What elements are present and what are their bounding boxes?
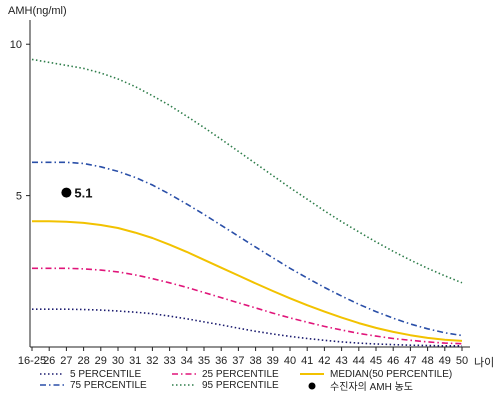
- legend-label-3: 75 PERCENTILE: [70, 380, 147, 391]
- x-tick-label: 50: [456, 355, 468, 367]
- series-line-3: [32, 161, 463, 337]
- x-tick-label: 36: [215, 355, 227, 367]
- y-tick-label: 5: [16, 191, 22, 203]
- x-tick-label: 34: [181, 355, 193, 367]
- x-tick-label: 35: [198, 355, 210, 367]
- y-axis-title: AMH(ng/ml): [8, 5, 67, 17]
- x-tick-label: 45: [370, 355, 382, 367]
- marker-group: 5.1: [61, 186, 92, 201]
- legend-label-0: 5 PERCENTILE: [70, 369, 141, 380]
- x-tick-label: 37: [232, 355, 244, 367]
- x-tick-label: 29: [95, 355, 107, 367]
- x-tick-label: 26: [43, 355, 55, 367]
- x-axis-title: 나이: [474, 356, 494, 369]
- x-tick-label: 33: [163, 355, 175, 367]
- legend-label-1: 25 PERCENTILE: [202, 369, 279, 380]
- axes: [29, 20, 470, 348]
- x-tick-label: 27: [60, 355, 72, 367]
- x-tick-label: 49: [439, 355, 451, 367]
- legend-label-4: 95 PERCENTILE: [202, 380, 279, 391]
- series-line-0: [32, 308, 462, 347]
- x-tick-label: 38: [249, 355, 261, 367]
- y-tick-label: 10: [10, 39, 22, 51]
- legend-label-2: MEDIAN(50 PERCENTILE): [330, 369, 452, 380]
- x-tick-label: 32: [146, 355, 158, 367]
- patient-amh-point: [61, 187, 72, 198]
- x-tick-label: 41: [301, 355, 313, 367]
- series-line-1: [32, 267, 463, 345]
- legend-marker-dot: [308, 382, 316, 390]
- x-tick-label: 42: [318, 355, 330, 367]
- legend: 5 PERCENTILE 25 PERCENTILE MEDIAN(50 PERCE…: [40, 369, 452, 393]
- x-tick-label: 31: [129, 355, 141, 367]
- x-tick-label: 47: [404, 355, 416, 367]
- x-tick-label: 46: [387, 355, 399, 367]
- x-tick-label: 39: [267, 355, 279, 367]
- y-ticks: 5 10: [10, 39, 30, 203]
- series-lines: [31, 58, 463, 347]
- x-tick-label: 40: [284, 355, 296, 367]
- x-tick-label: 28: [77, 355, 89, 367]
- x-tick-label: 44: [353, 355, 365, 367]
- x-tick-label: 30: [112, 355, 124, 367]
- series-line-4: [31, 58, 463, 284]
- x-tick-label: 43: [335, 355, 347, 367]
- x-tick-label: 16-25: [18, 355, 46, 367]
- x-tick-label: 48: [421, 355, 433, 367]
- legend-marker-label: 수진자의 AMH 농도: [330, 381, 413, 393]
- series-line-2: [32, 220, 463, 342]
- patient-amh-value-label: 5.1: [74, 186, 92, 201]
